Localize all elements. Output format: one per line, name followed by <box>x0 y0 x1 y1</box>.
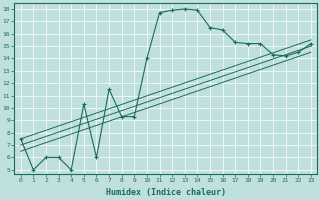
X-axis label: Humidex (Indice chaleur): Humidex (Indice chaleur) <box>106 188 226 197</box>
